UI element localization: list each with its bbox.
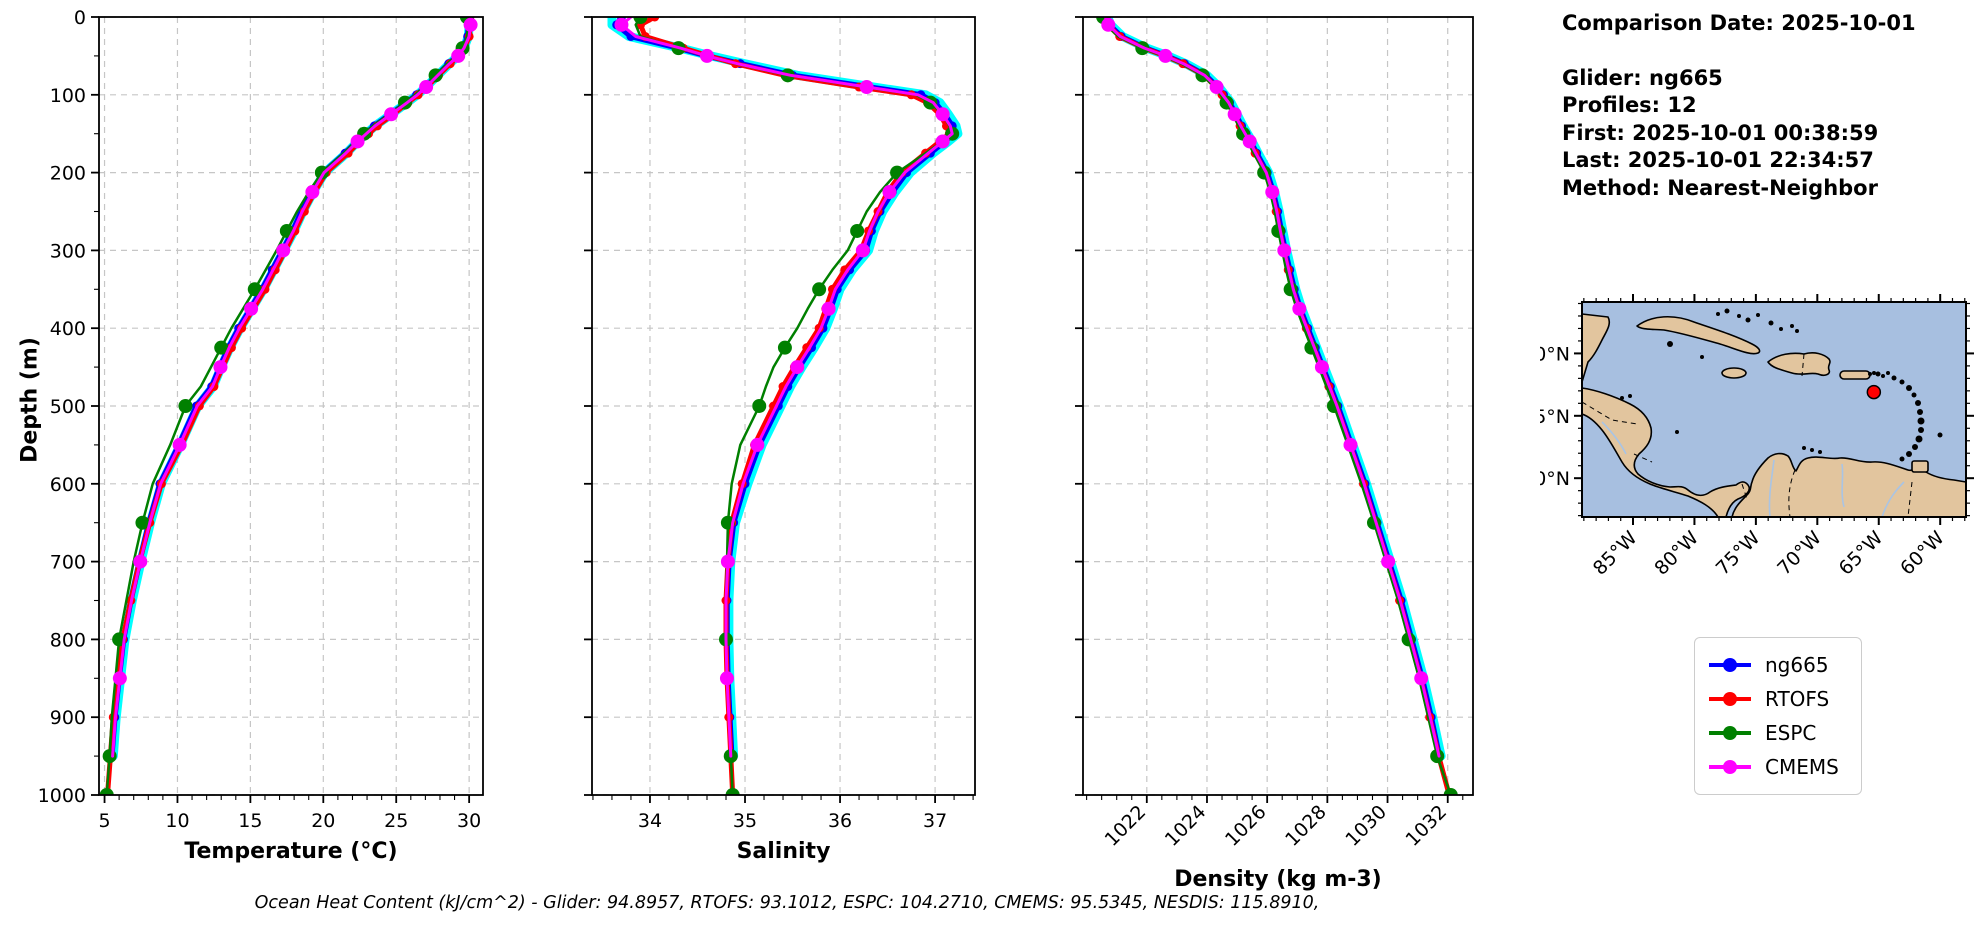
info-panel: Comparison Date: 2025-10-01 Glider: ng66… <box>1562 10 1916 202</box>
glider-location-marker <box>1866 384 1882 400</box>
svg-text:25: 25 <box>384 810 408 832</box>
info-last: Last: 2025-10-01 22:34:57 <box>1562 148 1874 172</box>
svg-text:600: 600 <box>50 474 86 496</box>
ticks <box>1075 16 1464 803</box>
map-borders <box>1582 353 1913 517</box>
map-rivers <box>1601 421 1905 517</box>
svg-text:1000: 1000 <box>38 785 86 807</box>
legend-item-rtofs: RTOFS <box>1707 682 1849 716</box>
x-axis-label: Density (kg m-3) <box>1174 867 1382 892</box>
svg-text:1030: 1030 <box>1341 801 1391 851</box>
svg-text:34: 34 <box>638 810 662 832</box>
info-profiles: Profiles: 12 <box>1562 93 1697 117</box>
gridlines <box>99 16 483 796</box>
svg-text:15: 15 <box>238 810 262 832</box>
svg-text:1024: 1024 <box>1161 801 1211 851</box>
svg-text:70°W: 70°W <box>1773 527 1826 580</box>
map-land <box>1582 313 1966 517</box>
ocean-heat-content-caption: Ocean Heat Content (kJ/cm^2) - Glider: 9… <box>254 893 1320 913</box>
svg-text:200: 200 <box>50 163 86 185</box>
svg-text:10: 10 <box>165 810 189 832</box>
series-line-ng665-profiles <box>108 17 474 761</box>
tick-labels: 1022 1024 1026 1028 1030 1032 <box>1101 801 1452 851</box>
svg-text:1028: 1028 <box>1281 801 1331 851</box>
series-markers-CMEMS <box>614 17 950 686</box>
legend-label: RTOFS <box>1765 687 1830 711</box>
chart-Density (kg m-3): 1022 1024 1026 1028 1030 1032 Density (kg m-3) <box>1075 16 1474 892</box>
legend-item-espc: ESPC <box>1707 716 1849 750</box>
legend-label: ESPC <box>1765 721 1817 745</box>
map-ticks <box>1574 294 1974 525</box>
svg-text:65°W: 65°W <box>1835 527 1888 580</box>
series-line-CMEMS <box>620 17 954 758</box>
tick-labels: 5 10 15 20 25 3001002003004005006007008009001… <box>38 7 482 832</box>
svg-text:30: 30 <box>457 810 481 832</box>
map-islets <box>1620 308 1943 462</box>
svg-text:100: 100 <box>50 85 86 107</box>
series-group <box>1096 17 1458 795</box>
legend: ng665 RTOFS ESPC CMEMS <box>1694 637 1862 795</box>
tick-labels: 34 35 36 37 <box>638 810 947 832</box>
legend-line-marker-icon <box>1709 760 1751 774</box>
series-markers-ng665 <box>1101 17 1444 761</box>
depth-axis-label: Depth (m) <box>17 337 43 463</box>
series-line-ng665 <box>1103 17 1443 759</box>
legend-label: ng665 <box>1765 653 1829 677</box>
chart-Salinity: 34 35 36 37 Salinity <box>584 16 976 864</box>
svg-text:60°W: 60°W <box>1896 527 1949 580</box>
svg-text:800: 800 <box>50 629 86 651</box>
svg-text:10°N: 10°N <box>1540 468 1570 490</box>
info-method: Method: Nearest-Neighbor <box>1562 175 1878 200</box>
series-markers-ng665 <box>107 17 473 761</box>
svg-text:75°W: 75°W <box>1712 527 1765 580</box>
ticks <box>584 16 974 803</box>
series-group <box>607 17 963 795</box>
svg-text:400: 400 <box>50 318 86 340</box>
svg-text:1026: 1026 <box>1221 801 1271 851</box>
series-line-CMEMS <box>1103 17 1441 758</box>
svg-text:1022: 1022 <box>1101 801 1151 851</box>
svg-text:300: 300 <box>50 240 86 262</box>
legend-line-marker-icon <box>1709 726 1751 740</box>
svg-text:1032: 1032 <box>1402 801 1452 851</box>
svg-text:35: 35 <box>733 810 757 832</box>
legend-item-ng665: ng665 <box>1707 648 1849 682</box>
svg-text:20°N: 20°N <box>1540 343 1570 365</box>
svg-text:37: 37 <box>923 810 947 832</box>
svg-text:36: 36 <box>828 810 852 832</box>
series-line-ng665 <box>109 17 472 759</box>
series-group <box>99 17 478 795</box>
legend-line-marker-icon <box>1709 692 1751 706</box>
series-line-ESPC <box>1101 17 1452 795</box>
svg-text:0: 0 <box>74 7 86 29</box>
series-markers-CMEMS <box>112 17 478 686</box>
svg-text:80°W: 80°W <box>1650 527 1703 580</box>
series-line-CMEMS <box>111 17 473 758</box>
svg-text:15°N: 15°N <box>1540 406 1570 428</box>
svg-text:5: 5 <box>98 810 110 832</box>
svg-text:900: 900 <box>50 707 86 729</box>
x-axis-label: Salinity <box>737 839 831 864</box>
series-markers-ESPC <box>633 17 960 795</box>
comparison-date: Comparison Date: 2025-10-01 <box>1562 11 1916 35</box>
ticks <box>91 16 471 803</box>
x-axis-label: Temperature (°C) <box>184 839 397 864</box>
series-line-ng665-profiles <box>1103 17 1446 761</box>
location-map: 85°W80°W75°W70°W65°W60°W 20°N 15°N 10°N <box>1540 294 1974 580</box>
map-frame <box>1581 301 1967 518</box>
legend-label: CMEMS <box>1765 755 1839 779</box>
legend-line-marker-icon <box>1709 658 1751 672</box>
svg-text:85°W: 85°W <box>1589 527 1642 580</box>
info-first: First: 2025-10-01 00:38:59 <box>1562 120 1879 145</box>
series-line-RTOFS <box>1102 17 1452 795</box>
series-markers-CMEMS <box>1101 17 1429 686</box>
svg-text:700: 700 <box>50 552 86 574</box>
chart-Temperature (°C): 5 10 15 20 25 3001002003004005006007008009001… <box>38 7 484 864</box>
info-glider: Glider: ng665 <box>1562 65 1723 90</box>
svg-text:20: 20 <box>311 810 335 832</box>
legend-item-cmems: CMEMS <box>1707 750 1849 784</box>
svg-text:500: 500 <box>50 396 86 418</box>
